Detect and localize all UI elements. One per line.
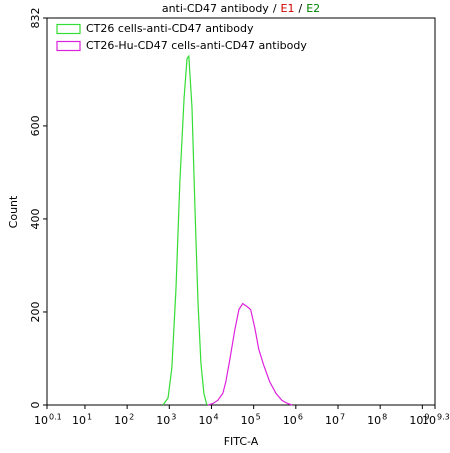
x-axis-label: FITC-A: [224, 435, 259, 448]
x-tick-exponent: 2: [129, 413, 134, 422]
chart-title: anti-CD47 antibody / E1/E2: [162, 2, 320, 15]
histogram-line: [207, 302, 293, 406]
x-tick-exponent: 5: [256, 413, 261, 422]
x-tick-label: 10: [241, 414, 255, 427]
x-tick-label: 10: [34, 414, 48, 427]
legend-label: CT26-Hu-CD47 cells-anti-CD47 antibody: [86, 39, 307, 52]
y-tick-label: 832: [29, 8, 42, 29]
legend-label: CT26 cells-anti-CD47 antibody: [86, 22, 254, 35]
title-part: E1: [281, 2, 295, 15]
x-tick-label: 10: [409, 414, 423, 427]
x-tick-exponent: 7: [340, 413, 345, 422]
title-part: anti-CD47 antibody: [162, 2, 269, 15]
y-tick-label: 600: [29, 115, 42, 136]
x-tick-exponent: 1: [87, 413, 92, 422]
title-part: E2: [306, 2, 320, 15]
legend-swatch: [56, 23, 81, 35]
x-tick-exponent: 9: [424, 413, 429, 422]
y-axis-label: Count: [7, 195, 20, 228]
y-tick-label: 0: [29, 402, 42, 409]
histogram-line: [162, 54, 208, 406]
x-tick-label: 10: [325, 414, 339, 427]
x-tick-label: 10: [156, 414, 170, 427]
title-part: /: [273, 2, 277, 15]
plot-frame: [46, 17, 436, 406]
x-tick-label: 10: [72, 414, 86, 427]
x-tick-label: 10: [283, 414, 297, 427]
x-tick-exponent: 6: [298, 413, 303, 422]
x-tick-exponent: 0.1: [49, 413, 62, 422]
x-tick-label: 10: [367, 414, 381, 427]
y-tick-label: 400: [29, 208, 42, 229]
x-tick-exponent: 3: [171, 413, 176, 422]
x-tick-label: 10: [198, 414, 212, 427]
x-tick-label: 10: [114, 414, 128, 427]
x-tick-exponent: 8: [382, 413, 387, 422]
legend-swatch: [56, 40, 81, 52]
title-part: /: [298, 2, 302, 15]
x-tick-exponent: 4: [213, 413, 218, 422]
y-tick-label: 200: [29, 301, 42, 322]
x-tick-exponent: 9.3: [437, 413, 450, 422]
x-tick-label: 10: [422, 414, 436, 427]
